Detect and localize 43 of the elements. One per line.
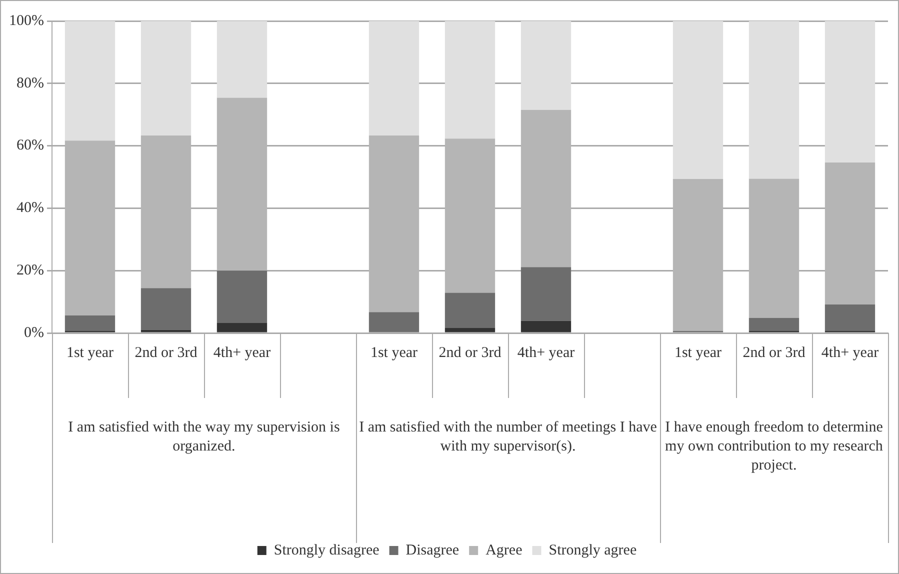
bar	[672, 21, 724, 180]
y-tick-label: 0%	[24, 324, 44, 341]
text: I am satisfied with the number of meetings I have with my supervisor(s).	[359, 419, 658, 454]
bar	[444, 292, 496, 328]
x-tick-label: 4th+ year	[517, 344, 575, 361]
bar	[520, 320, 572, 332]
legend-label: Agree	[486, 542, 523, 558]
bar	[520, 21, 572, 110]
x-tick-label: 2nd or 3rd	[742, 344, 806, 361]
bar	[444, 21, 496, 139]
text: I am satisfied with the way my supervision is organized.	[68, 419, 340, 454]
bar	[444, 328, 496, 332]
y-tick-label: 40%	[16, 200, 44, 216]
bar	[824, 304, 876, 331]
x-tick-label: 4th+ year	[821, 344, 879, 361]
x-tick-label: 1st year	[674, 344, 722, 361]
x-tick-label: 1st year	[370, 344, 418, 361]
bar	[140, 21, 192, 136]
bar	[520, 267, 572, 321]
bar	[748, 21, 800, 179]
y-tick-label: 80%	[16, 75, 44, 92]
x-tick-label: 4th+ year	[213, 344, 271, 361]
legend-label: Strongly agree	[548, 542, 637, 558]
bar	[140, 330, 192, 332]
x-tick-label: 2nd or 3rd	[134, 344, 198, 361]
bar	[748, 318, 800, 331]
legend-label: Strongly disagree	[274, 542, 380, 558]
y-tick-label: 60%	[16, 138, 44, 154]
y-tick-label: 20%	[16, 262, 44, 279]
bar	[368, 21, 420, 136]
x-tick-label: 1st year	[66, 344, 114, 361]
bar	[216, 21, 268, 98]
text: I have enough freedom to determine my own contribution to my research project.	[665, 419, 884, 474]
bar	[368, 312, 420, 332]
bar	[64, 21, 116, 141]
x-tick-label: 2nd or 3rd	[438, 344, 502, 361]
bar	[64, 315, 116, 331]
y-tick-label: 100%	[8, 12, 44, 29]
bar	[824, 21, 876, 163]
legend-label: Disagree	[406, 542, 460, 558]
bar	[140, 288, 192, 330]
bar	[216, 270, 268, 324]
bar	[216, 323, 268, 332]
